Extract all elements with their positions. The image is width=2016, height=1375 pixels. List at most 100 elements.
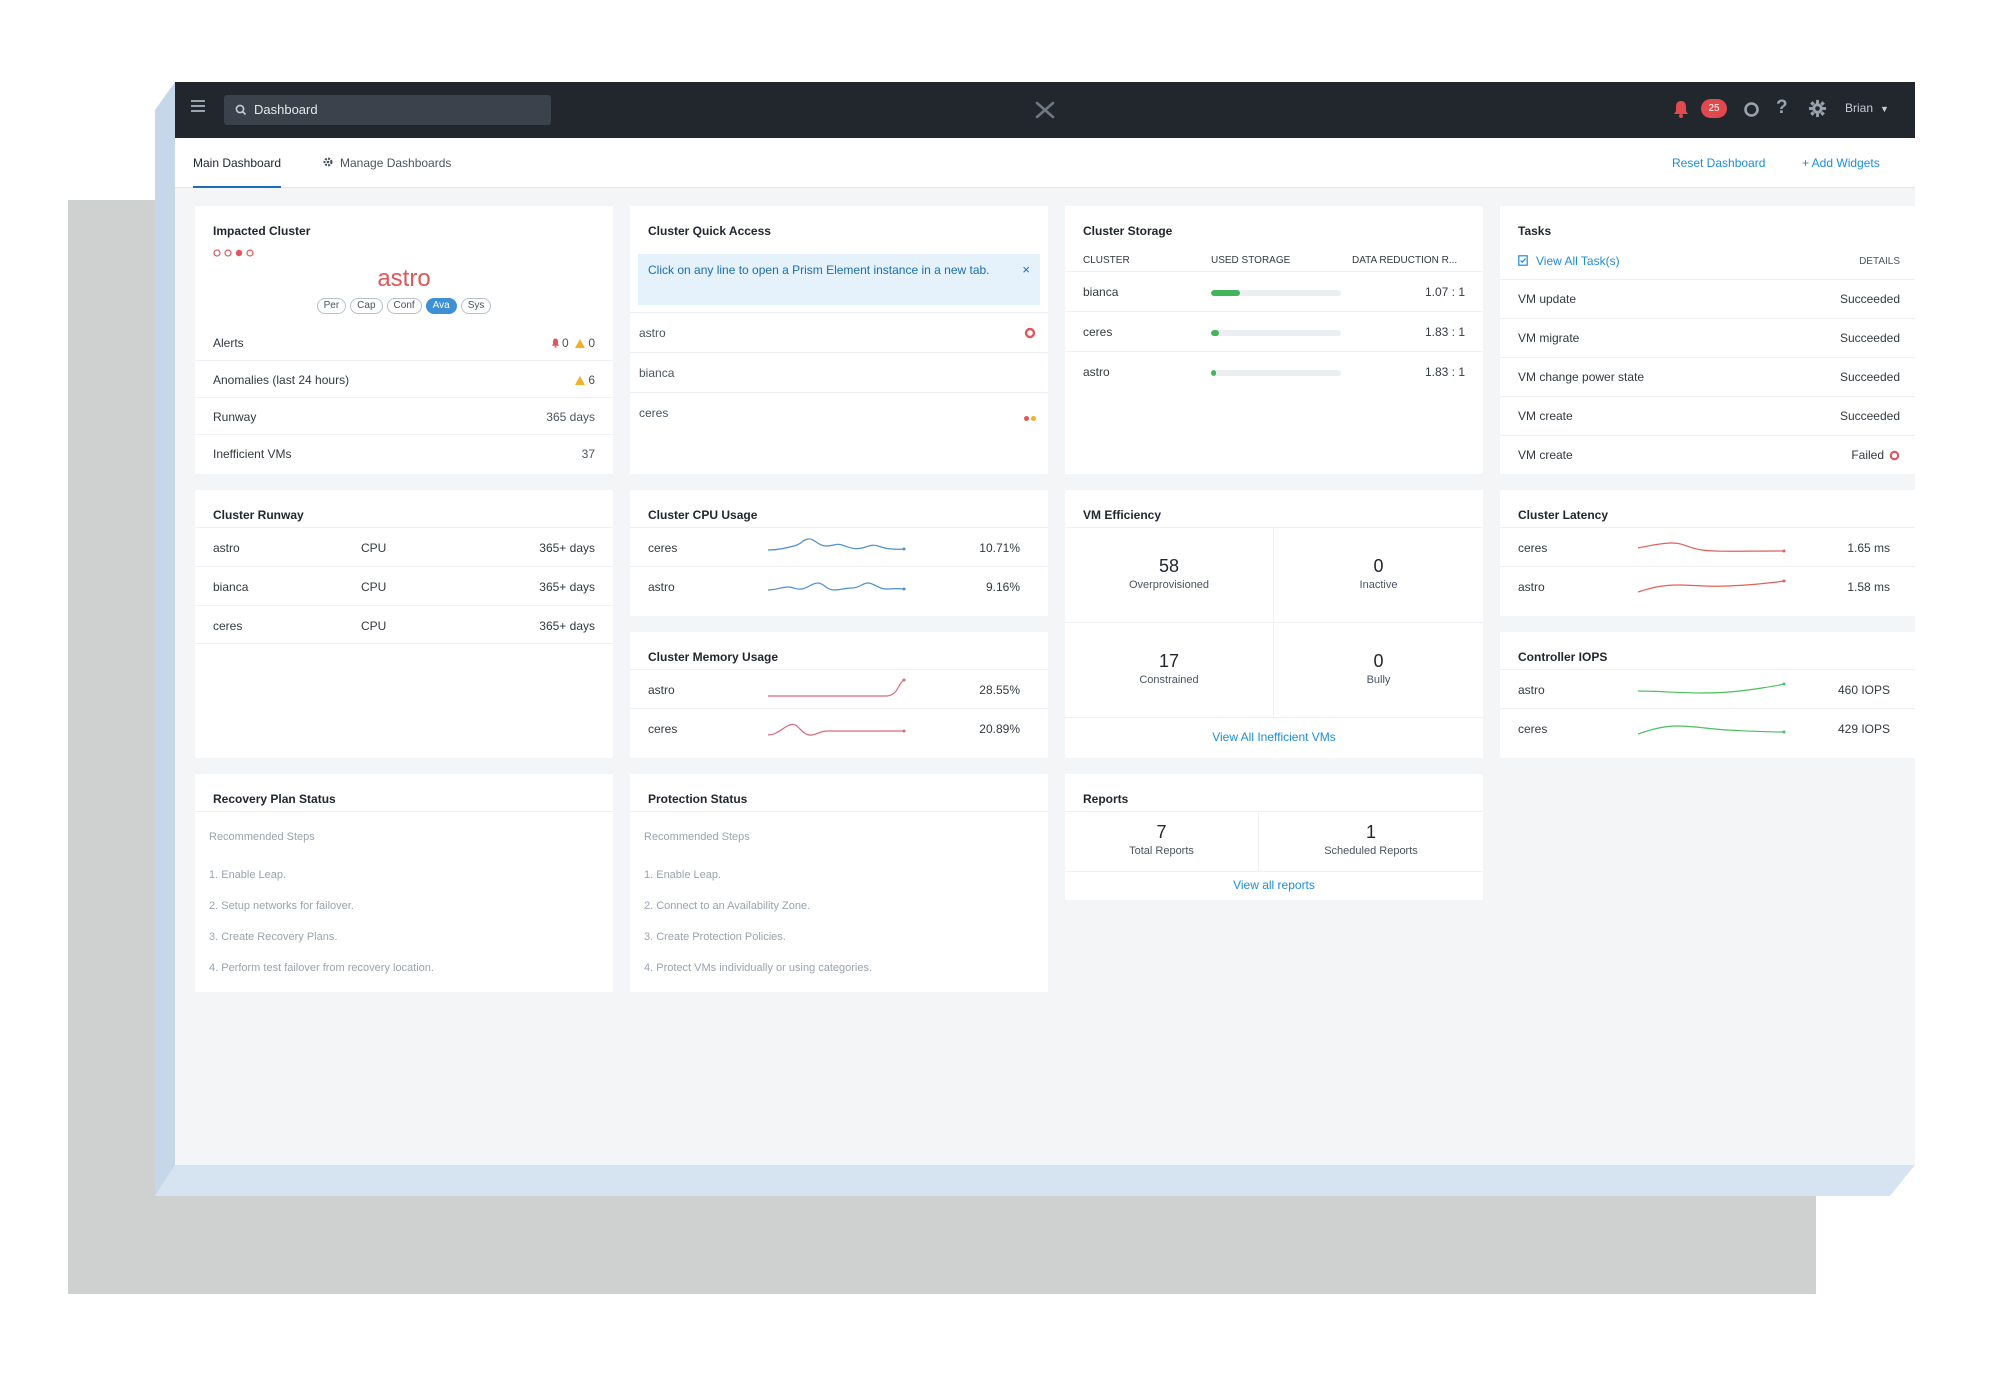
frame-bevel-left bbox=[155, 82, 175, 1196]
cluster-name: astro bbox=[648, 683, 675, 697]
quick-access-row[interactable]: bianca bbox=[630, 352, 1048, 392]
quick-access-row[interactable]: astro bbox=[630, 312, 1048, 352]
warning-count: 0 bbox=[588, 336, 595, 350]
sparkline-row[interactable]: ceres 10.71% bbox=[630, 527, 1048, 566]
add-widgets-button[interactable]: + Add Widgets bbox=[1802, 156, 1880, 170]
sparkline-row[interactable]: astro 460 IOPS bbox=[1500, 669, 1915, 708]
view-all-tasks-link[interactable]: View All Task(s) bbox=[1518, 254, 1620, 268]
efficiency-cell-constrained[interactable]: 17 Constrained bbox=[1065, 651, 1273, 686]
settings-gear-icon[interactable] bbox=[1808, 99, 1827, 118]
runway-row[interactable]: astro CPU 365+ days bbox=[195, 527, 613, 566]
scheduled-reports-label: Scheduled Reports bbox=[1324, 845, 1418, 857]
cluster-name: astro bbox=[213, 541, 240, 555]
widget-title: Cluster Runway bbox=[213, 508, 304, 522]
iops-value: 460 IOPS bbox=[1837, 683, 1890, 697]
task-name: VM migrate bbox=[1518, 331, 1580, 345]
reduction-ratio: 1.07 : 1 bbox=[1424, 285, 1465, 299]
widget-title: Reports bbox=[1083, 792, 1129, 806]
widget-recovery-plan-status: Recovery Plan Status Recommended Steps 1… bbox=[195, 774, 613, 992]
widget-title: Recovery Plan Status bbox=[213, 792, 336, 806]
impacted-cluster-name[interactable]: astro bbox=[377, 265, 431, 292]
widget-protection-status: Protection Status Recommended Steps 1. E… bbox=[630, 774, 1048, 992]
task-row[interactable]: VM update Succeeded bbox=[1500, 279, 1915, 318]
quick-access-row[interactable]: ceres bbox=[630, 392, 1048, 432]
storage-row[interactable]: ceres 1.83 : 1 bbox=[1065, 311, 1483, 351]
efficiency-cell-overprovisioned[interactable]: 58 Overprovisioned bbox=[1065, 556, 1273, 591]
warning-icon bbox=[575, 376, 586, 385]
dashboard-tab-bar: Main Dashboard Manage Dashboards Reset D… bbox=[175, 138, 1915, 188]
storage-row[interactable]: astro 1.83 : 1 bbox=[1065, 351, 1483, 391]
sparkline-row[interactable]: astro 1.58 ms bbox=[1500, 566, 1915, 605]
task-list-icon bbox=[1518, 255, 1528, 266]
task-row[interactable]: VM create Succeeded bbox=[1500, 396, 1915, 435]
row-inefficient-vms[interactable]: Inefficient VMs 37 bbox=[195, 434, 613, 473]
widget-title: Cluster CPU Usage bbox=[648, 508, 758, 522]
row-alerts[interactable]: Alerts 0 0 bbox=[195, 324, 613, 363]
row-label: Anomalies (last 24 hours) bbox=[213, 373, 350, 387]
user-name: Brian bbox=[1845, 101, 1874, 115]
alert-counts: 0 0 bbox=[551, 336, 595, 350]
memory-sparkline bbox=[768, 678, 906, 697]
view-all-reports-link[interactable]: View all reports bbox=[1233, 878, 1315, 892]
total-reports-label: Total Reports bbox=[1129, 845, 1194, 857]
search-box[interactable] bbox=[224, 95, 551, 125]
widget-reports: Reports 7 Total Reports 1 Scheduled Report… bbox=[1065, 774, 1483, 900]
pill-availability[interactable]: Ava bbox=[425, 298, 457, 314]
sparkline-row[interactable]: astro 28.55% bbox=[630, 669, 1048, 708]
total-reports-cell[interactable]: 7 Total Reports bbox=[1065, 822, 1258, 857]
help-icon[interactable]: ? bbox=[1776, 97, 1788, 118]
task-row[interactable]: VM migrate Succeeded bbox=[1500, 318, 1915, 357]
sparkline-row[interactable]: astro 9.16% bbox=[630, 566, 1048, 605]
cluster-name: bianca bbox=[1083, 285, 1119, 299]
task-name: VM change power state bbox=[1518, 370, 1645, 384]
runway-row[interactable]: bianca CPU 365+ days bbox=[195, 566, 613, 605]
task-status-failed: Failed bbox=[1851, 448, 1900, 462]
widget-title: Controller IOPS bbox=[1518, 650, 1608, 664]
sparkline-row[interactable]: ceres 20.89% bbox=[630, 708, 1048, 747]
runway-row[interactable]: ceres CPU 365+ days bbox=[195, 605, 613, 644]
task-row[interactable]: VM create Failed bbox=[1500, 435, 1915, 474]
cluster-name: ceres bbox=[639, 406, 669, 420]
efficiency-cell-inactive[interactable]: 0 Inactive bbox=[1274, 556, 1483, 591]
efficiency-label: Overprovisioned bbox=[1128, 579, 1210, 591]
row-runway[interactable]: Runway 365 days bbox=[195, 397, 613, 436]
tasks-status-icon[interactable] bbox=[1743, 101, 1760, 118]
pill-capacity[interactable]: Cap bbox=[350, 298, 383, 314]
task-status: Succeeded bbox=[1839, 331, 1900, 345]
row-anomalies[interactable]: Anomalies (last 24 hours) 6 bbox=[195, 360, 613, 399]
sparkline-row[interactable]: ceres 1.65 ms bbox=[1500, 527, 1915, 566]
details-link[interactable]: DETAILS bbox=[1859, 256, 1900, 267]
pill-performance[interactable]: Per bbox=[316, 298, 347, 314]
task-status: Succeeded bbox=[1839, 370, 1900, 384]
task-row[interactable]: VM change power state Succeeded bbox=[1500, 357, 1915, 396]
widget-cluster-latency: Cluster Latency ceres 1.65 ms astro 1.58… bbox=[1500, 490, 1915, 616]
tab-main-dashboard[interactable]: Main Dashboard bbox=[193, 138, 282, 188]
pill-configuration[interactable]: Conf bbox=[386, 298, 422, 314]
sparkline-row[interactable]: ceres 429 IOPS bbox=[1500, 708, 1915, 747]
row-value: 37 bbox=[581, 447, 595, 461]
pill-system[interactable]: Sys bbox=[460, 298, 492, 314]
column-header-used-storage: USED STORAGE bbox=[1211, 255, 1291, 266]
scheduled-reports-cell[interactable]: 1 Scheduled Reports bbox=[1259, 822, 1483, 857]
close-icon[interactable]: × bbox=[1022, 262, 1030, 277]
search-input[interactable] bbox=[254, 95, 534, 125]
info-banner-text: Click on any line to open a Prism Elemen… bbox=[648, 263, 990, 277]
alert-count-badge[interactable]: 25 bbox=[1701, 99, 1727, 118]
storage-row[interactable]: bianca 1.07 : 1 bbox=[1065, 271, 1483, 311]
reset-dashboard-button[interactable]: Reset Dashboard bbox=[1672, 156, 1766, 170]
widget-title: VM Efficiency bbox=[1083, 508, 1162, 522]
hamburger-menu-icon[interactable] bbox=[191, 100, 205, 112]
divider bbox=[1065, 527, 1483, 528]
cluster-name: ceres bbox=[1518, 722, 1548, 736]
widget-impacted-cluster: Impacted Cluster astro Per Cap Conf Ava Sys … bbox=[195, 206, 613, 474]
recommended-steps-heading: Recommended Steps bbox=[209, 831, 315, 843]
user-menu[interactable]: Brian ▼ bbox=[1845, 101, 1889, 115]
efficiency-cell-bully[interactable]: 0 Bully bbox=[1274, 651, 1483, 686]
latency-sparkline bbox=[1638, 542, 1786, 553]
latency-value: 1.65 ms bbox=[1847, 541, 1890, 555]
view-all-inefficient-vms-link[interactable]: View All Inefficient VMs bbox=[1212, 730, 1336, 744]
tab-manage-dashboards[interactable]: Manage Dashboards bbox=[322, 138, 451, 188]
iops-sparkline bbox=[1638, 682, 1786, 694]
reduction-ratio: 1.83 : 1 bbox=[1424, 365, 1465, 379]
alerts-bell-icon[interactable] bbox=[1672, 99, 1690, 119]
